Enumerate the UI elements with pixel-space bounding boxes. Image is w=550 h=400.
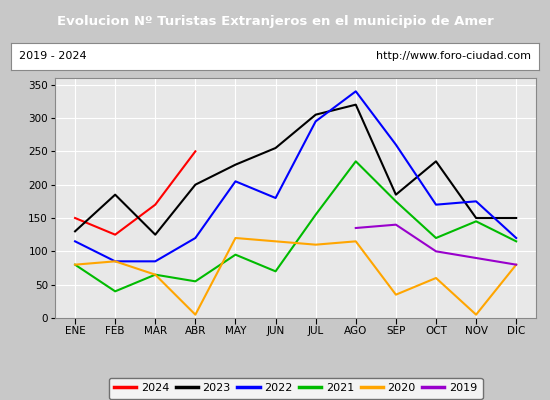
Text: Evolucion Nº Turistas Extranjeros en el municipio de Amer: Evolucion Nº Turistas Extranjeros en el … [57, 14, 493, 28]
Text: 2019 - 2024: 2019 - 2024 [19, 51, 86, 61]
Text: http://www.foro-ciudad.com: http://www.foro-ciudad.com [376, 51, 531, 61]
Legend: 2024, 2023, 2022, 2021, 2020, 2019: 2024, 2023, 2022, 2021, 2020, 2019 [108, 378, 483, 399]
